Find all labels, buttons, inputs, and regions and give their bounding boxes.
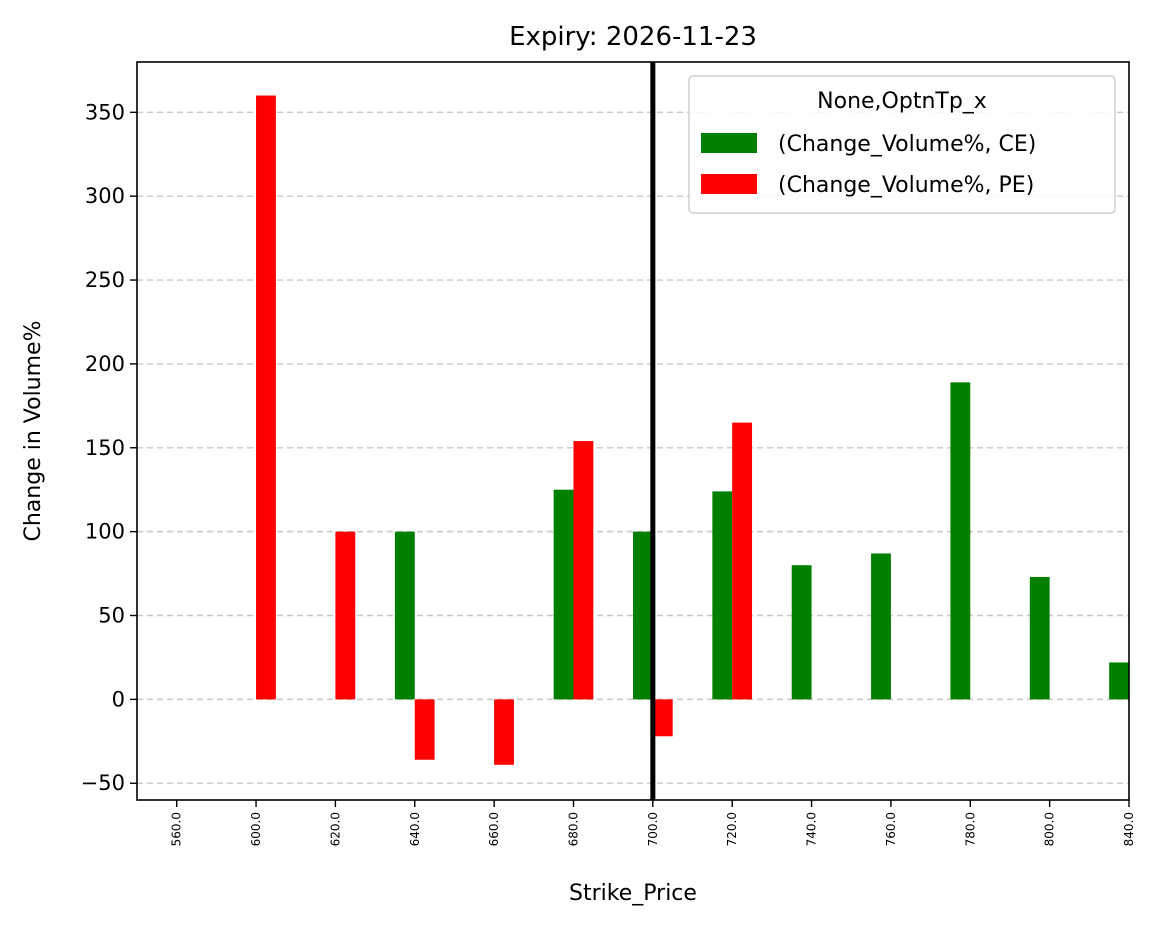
bar-pe: [652, 699, 673, 737]
bar-ce: [1109, 662, 1129, 700]
y-tick-label: −50: [81, 771, 125, 795]
y-tick-label: 150: [85, 436, 125, 460]
bar-ce: [633, 531, 653, 700]
y-tick-label: 350: [85, 100, 125, 124]
bar-ce: [712, 491, 733, 700]
y-tick-label: 0: [112, 687, 125, 711]
bar-ce: [950, 382, 971, 700]
bar-pe: [494, 699, 514, 765]
x-tick-label: 680.0: [566, 812, 580, 846]
y-tick-label: 200: [85, 352, 125, 376]
x-tick-label: 640.0: [408, 812, 422, 846]
legend-swatch-pe: [701, 174, 757, 194]
plot-frame: [136, 61, 1130, 801]
bar-pe: [732, 422, 753, 700]
x-tick-label: 780.0: [963, 812, 977, 846]
x-tick-label: 560.0: [170, 812, 184, 846]
x-tick-label: 840.0: [1122, 812, 1136, 846]
x-tick-label: 600.0: [249, 812, 263, 846]
x-tick-label: 700.0: [646, 812, 660, 846]
x-tick-label: 740.0: [805, 812, 819, 846]
y-tick-label: 50: [98, 604, 125, 628]
bar-pe: [335, 531, 356, 700]
bar-pe: [573, 441, 594, 700]
y-tick-label: 100: [85, 520, 125, 544]
x-axis: 560.0 600.0 620.0 640.0 660.0 680.0 700.0 720.0…: [170, 800, 1136, 846]
bar-ce: [394, 531, 415, 700]
y-tick-label: 250: [85, 268, 125, 292]
legend: None,OptnTp_x (Change_Volume%, CE) (Chan…: [688, 75, 1116, 214]
x-tick-label: 660.0: [487, 812, 501, 846]
y-tick-label: 300: [85, 184, 125, 208]
bars-layer: [256, 95, 1129, 765]
legend-swatch-ce: [701, 133, 757, 153]
legend-box: [688, 75, 1116, 214]
x-tick-label: 800.0: [1043, 812, 1057, 846]
bar-pe: [256, 95, 276, 700]
bar-ce: [553, 489, 574, 700]
bar-ce: [791, 565, 812, 700]
bar-ce: [871, 553, 891, 700]
y-axis-label: Change in Volume%: [21, 321, 46, 542]
x-tick-label: 720.0: [725, 812, 739, 846]
y-axis: −50 0 50 100 150 200 250 300 350: [81, 100, 137, 795]
bar-pe: [414, 699, 435, 760]
legend-label-ce: (Change_Volume%, CE): [778, 132, 1036, 157]
legend-title: None,OptnTp_x: [817, 89, 987, 114]
legend-label-pe: (Change_Volume%, PE): [778, 173, 1034, 198]
x-tick-label: 760.0: [884, 812, 898, 846]
x-axis-label: Strike_Price: [569, 881, 697, 906]
bar-ce: [1029, 576, 1050, 700]
chart-title: Expiry: 2026-11-23: [509, 22, 757, 52]
x-tick-label: 620.0: [328, 812, 342, 846]
